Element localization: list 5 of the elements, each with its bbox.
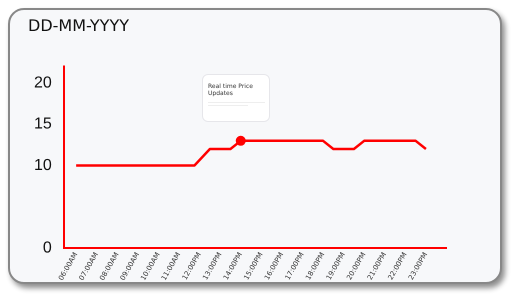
y-tick-label: 20 <box>34 74 52 92</box>
y-tick-label: 10 <box>34 156 52 174</box>
chart-title: DD-MM-YYYY <box>28 16 129 35</box>
y-tick-label: 15 <box>34 116 52 133</box>
y-tick-label: 0 <box>42 239 52 256</box>
